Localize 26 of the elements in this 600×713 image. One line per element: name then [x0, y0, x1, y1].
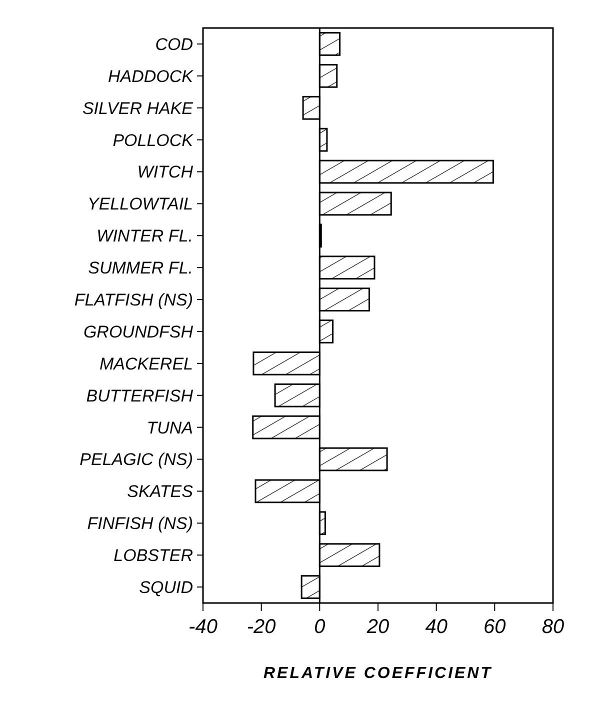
- y-tick-label: SKATES: [127, 482, 194, 502]
- y-tick-label: GROUNDFSH: [83, 322, 194, 342]
- x-tick-label: 60: [484, 616, 506, 638]
- y-tick-label: BUTTERFISH: [86, 386, 194, 406]
- y-tick-label: TUNA: [146, 418, 193, 438]
- x-tick-label: 80: [542, 616, 564, 638]
- x-tick-label: 40: [425, 616, 448, 638]
- y-tick-label: HADDOCK: [108, 66, 194, 86]
- x-tick-label: -20: [246, 616, 276, 638]
- y-tick-label: SUMMER FL.: [88, 258, 193, 278]
- y-tick-label: WINTER FL.: [96, 226, 193, 246]
- y-tick-label: POLLOCK: [112, 130, 194, 150]
- y-tick-label: FINFISH (NS): [87, 514, 193, 534]
- y-tick-label: SILVER HAKE: [82, 98, 194, 118]
- y-tick-label: COD: [155, 34, 193, 54]
- x-tick-label: 0: [314, 616, 326, 638]
- y-tick-label: MACKEREL: [99, 354, 193, 374]
- x-axis-title: RELATIVE COEFFICIENT: [263, 665, 493, 682]
- y-tick-label: FLATFISH (NS): [74, 290, 193, 310]
- y-tick-label: YELLOWTAIL: [88, 194, 193, 214]
- x-tick-label: 20: [366, 616, 390, 638]
- y-tick-label: LOBSTER: [114, 546, 193, 566]
- y-tick-label: PELAGIC (NS): [80, 450, 193, 470]
- y-tick-label: WITCH: [137, 162, 194, 182]
- y-tick-label: SQUID: [139, 578, 193, 597]
- x-tick-label: -40: [188, 616, 218, 638]
